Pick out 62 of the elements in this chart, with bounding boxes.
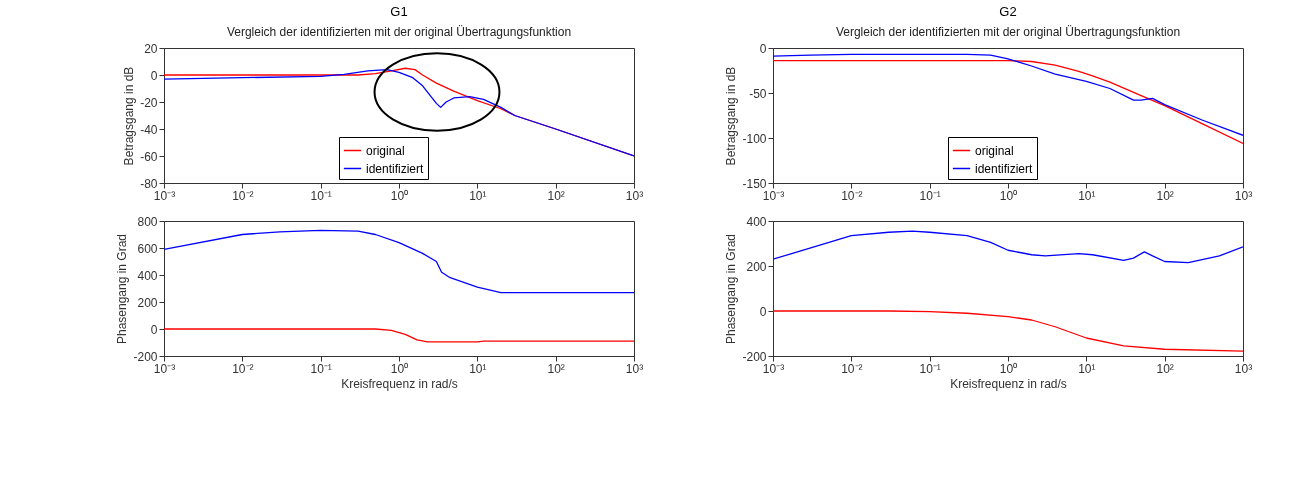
- x-axis-title: Kreisfrequenz in rad/s: [950, 376, 1067, 391]
- x-tick-label: 10²: [1156, 361, 1174, 376]
- x-tick-label: 10⁻²: [232, 361, 254, 376]
- x-tick-label: 10⁻³: [153, 188, 176, 203]
- x-tick-label: 10⁻¹: [919, 188, 941, 203]
- chart-subtitle: Vergleich der identifizierten mit der original Übertragungsfunktion: [226, 25, 572, 39]
- chart-title: G2: [999, 4, 1017, 19]
- legend-label: original: [366, 143, 405, 158]
- x-tick-label: 10⁻²: [232, 188, 254, 203]
- x-tick-label: 10⁻¹: [310, 361, 332, 376]
- x-tick-label: 10¹: [469, 188, 487, 203]
- x-tick-label: 10³: [1234, 188, 1253, 203]
- x-tick-label: 10⁰: [390, 188, 409, 203]
- legend-label: identifiziert: [366, 161, 425, 176]
- x-tick-label: 10⁻³: [762, 188, 785, 203]
- y-tick-label: -60: [140, 149, 158, 164]
- x-tick-label: 10²: [547, 361, 565, 376]
- y-tick-label: -200: [742, 349, 767, 364]
- y-tick-label: 400: [137, 268, 158, 283]
- x-tick-label: 10⁻³: [153, 361, 176, 376]
- y-axis-title: Betragsgang in dB: [122, 66, 137, 166]
- x-tick-label: 10²: [547, 188, 565, 203]
- x-tick-label: 10¹: [1078, 361, 1096, 376]
- x-tick-label: 10³: [1234, 361, 1253, 376]
- chart-subtitle: Vergleich der identifizierten mit der original Übertragungsfunktion: [835, 25, 1181, 39]
- y-tick-label: -150: [742, 176, 767, 191]
- y-tick-label: -200: [133, 349, 158, 364]
- y-tick-label: -20: [140, 95, 158, 110]
- x-tick-label: 10⁻¹: [919, 361, 941, 376]
- y-tick-label: 200: [137, 295, 158, 310]
- legend-label: original: [975, 143, 1014, 158]
- y-tick-label: 0: [759, 304, 767, 319]
- y-axis-title: Phasengang in Grad: [115, 233, 130, 345]
- x-axis-title: Kreisfrequenz in rad/s: [341, 376, 458, 391]
- chart-title: G1: [390, 4, 408, 19]
- y-tick-label: -50: [749, 86, 767, 101]
- y-tick-label: 0: [759, 41, 767, 56]
- x-tick-label: 10⁻¹: [310, 188, 332, 203]
- y-axis-title: Phasengang in Grad: [724, 233, 739, 345]
- x-tick-label: 10²: [1156, 188, 1174, 203]
- legend-label: identifiziert: [975, 161, 1034, 176]
- y-tick-label: -100: [742, 131, 767, 146]
- x-tick-label: 10⁰: [999, 361, 1018, 376]
- x-tick-label: 10¹: [1078, 188, 1096, 203]
- x-tick-label: 10⁻²: [841, 188, 863, 203]
- x-tick-label: 10⁰: [999, 188, 1018, 203]
- x-tick-label: 10³: [625, 188, 644, 203]
- y-tick-label: 600: [137, 241, 158, 256]
- y-tick-label: 20: [144, 41, 158, 56]
- y-tick-label: 0: [150, 68, 158, 83]
- y-tick-label: 0: [150, 322, 158, 337]
- x-tick-label: 10⁰: [390, 361, 409, 376]
- y-tick-label: 200: [746, 259, 767, 274]
- y-tick-label: 800: [137, 214, 158, 229]
- x-tick-label: 10⁻³: [762, 361, 785, 376]
- y-tick-label: -80: [140, 176, 158, 191]
- x-tick-label: 10⁻²: [841, 361, 863, 376]
- y-tick-label: -40: [140, 122, 158, 137]
- y-axis-title: Betragsgang in dB: [724, 66, 739, 166]
- x-tick-label: 10³: [625, 361, 644, 376]
- x-tick-label: 10¹: [469, 361, 487, 376]
- y-tick-label: 400: [746, 214, 767, 229]
